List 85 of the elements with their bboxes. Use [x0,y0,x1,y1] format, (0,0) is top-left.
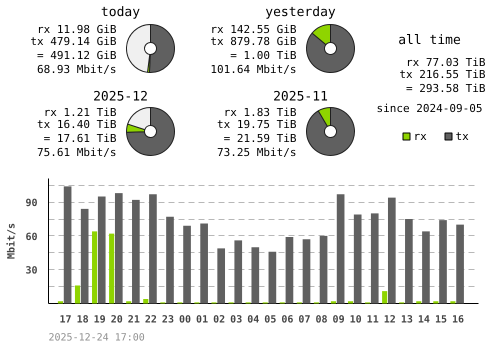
x-tick-label: 15 [434,314,447,326]
text: = 293.58 TiB [406,82,486,95]
y-tick-label: 60 [25,232,38,243]
x-tick-label: 05 [264,314,276,326]
bar [234,240,242,304]
x-tick-label: 11 [366,314,379,326]
x-tick-label: 14 [418,314,430,326]
x-tick-label: 04 [247,314,260,326]
bar [251,247,260,304]
bar [405,219,413,304]
y-tick-label: 90 [25,198,38,210]
bar [109,234,114,304]
text: rx 11.98 GiB [37,23,117,36]
text: 73.25 Mbit/s [217,146,297,159]
bar [382,291,388,304]
text: 2025-12-24 17:00 [48,332,145,344]
bar [74,285,80,304]
bar [370,213,379,304]
text: rx 142.55 GiB [210,23,297,36]
text: 101.64 Mbit/s [210,63,296,76]
chart-title: today [100,5,140,20]
text: all time [398,33,461,48]
x-tick-label: 03 [230,314,242,326]
text: tx 879.78 GiB [210,35,297,48]
text: tx 16.40 TiB [37,118,117,131]
y-axis-title: Mbit/s [5,222,18,260]
x-tick-label: 01 [196,314,208,326]
x-tick-label: 07 [298,314,310,326]
legend-label: rx [414,130,428,143]
bar [166,216,174,304]
bar [268,252,276,304]
bar [336,194,344,304]
x-tick-label: 17 [60,314,72,326]
bar [456,224,464,304]
bar [320,236,328,304]
text: tx 479.14 GiB [30,35,117,48]
x-tick-label: 08 [315,314,328,326]
x-tick-label: 19 [94,314,106,326]
bar [64,186,72,304]
x-tick-label: 00 [178,314,192,326]
x-tick-label: 18 [76,314,89,326]
x-tick-label: 09 [332,314,345,326]
x-tick-label: 13 [400,314,413,326]
x-tick-label: 10 [350,314,362,326]
bar [302,239,310,304]
chart-title: 2025-11 [273,90,328,104]
x-tick-label: 16 [452,314,464,326]
bar [143,298,148,304]
bar [354,214,362,304]
x-tick-label: 06 [281,314,294,326]
bar [149,194,157,304]
text: tx 216.55 TiB [399,68,486,81]
text: tx 19.75 TiB [217,118,297,131]
bar [183,226,191,304]
x-tick-label: 12 [384,314,396,326]
bar [439,220,447,304]
text: rx 1.83 TiB [224,106,297,119]
bar [114,193,123,304]
text: rx 77.03 TiB [406,56,486,69]
x-tick-label: 21 [128,314,140,326]
bar [80,208,89,304]
legend-label: tx [456,130,470,143]
text: 68.93 Mbit/s [37,63,117,76]
y-tick-label: 30 [25,266,38,277]
chart-title: yesterday [265,5,336,20]
bar [132,200,140,304]
bar [422,231,430,304]
bar [286,237,294,304]
bar [217,248,226,304]
text: = 1.00 TiB [230,49,297,62]
text: = 491.12 GiB [37,49,117,62]
bar [98,196,106,304]
text: since 2024-09-05 [376,102,482,115]
text: 75.61 Mbit/s [37,146,117,159]
bar [388,198,396,304]
x-tick-label: 23 [162,314,174,326]
x-tick-label: 02 [213,314,226,326]
text: = 21.59 TiB [224,132,297,145]
text: = 17.61 TiB [44,132,117,145]
x-tick-label: 22 [144,314,157,326]
x-tick-label: 20 [110,314,123,326]
bar [92,231,98,304]
text: rx 1.21 TiB [44,106,117,119]
bar [200,224,208,304]
chart-title: 2025-12 [93,90,148,104]
